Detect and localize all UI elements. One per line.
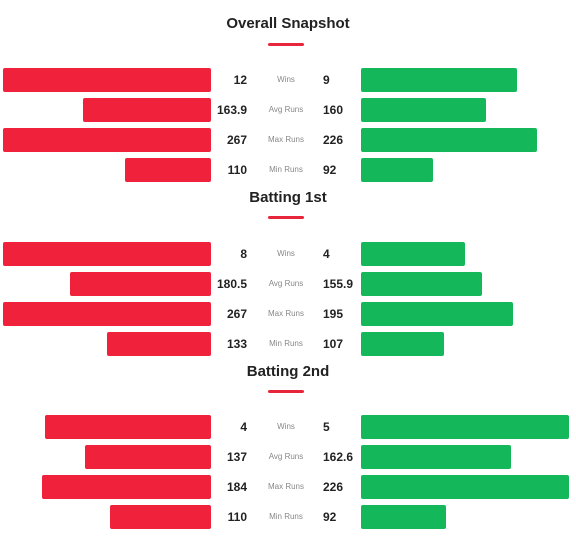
team-a-bar <box>70 272 211 296</box>
team-b-value: 4 <box>323 247 330 261</box>
team-a-bar <box>85 445 211 469</box>
team-b-bar <box>361 332 444 356</box>
team-b-bar <box>361 98 486 122</box>
team-a-value: 110 <box>227 510 247 524</box>
team-a-bar <box>45 415 211 439</box>
team-a-value: 137 <box>226 450 247 464</box>
metric-label: Wins <box>277 75 295 84</box>
stat-row-avg-runs: 180.5 Avg Runs 155.9 <box>0 272 576 296</box>
team-a-value: 133 <box>226 337 247 351</box>
team-a-bar <box>110 505 211 529</box>
team-b-bar <box>361 302 513 326</box>
metric-label: Avg Runs <box>268 452 304 461</box>
title-underline <box>268 216 304 219</box>
team-b-bar <box>361 445 511 469</box>
stat-row-wins: 12 Wins 9 <box>0 68 576 92</box>
team-b-bar <box>361 475 569 499</box>
team-b-value: 195 <box>323 307 344 321</box>
team-b-value: 9 <box>323 73 330 87</box>
team-b-value: 226 <box>323 133 344 147</box>
team-b-bar <box>361 158 433 182</box>
team-a-value: 4 <box>240 420 247 434</box>
metric-label: Wins <box>277 422 295 431</box>
metric-label: Min Runs <box>269 165 303 174</box>
metric-label: Min Runs <box>269 339 303 348</box>
team-a-bar <box>107 332 211 356</box>
team-a-value: 12 <box>233 73 247 87</box>
stat-row-min-runs: 110 Min Runs 92 <box>0 505 576 529</box>
metric-label: Wins <box>277 249 295 258</box>
team-b-value: 92 <box>323 510 337 524</box>
team-b-value: 226 <box>323 480 344 494</box>
metric-label: Avg Runs <box>268 105 304 114</box>
team-a-value: 110 <box>227 163 247 177</box>
team-a-value: 184 <box>226 480 247 494</box>
team-b-value: 5 <box>323 420 330 434</box>
team-a-value: 267 <box>226 133 247 147</box>
metric-label: Max Runs <box>267 135 304 144</box>
team-a-bar <box>3 128 211 152</box>
team-b-bar <box>361 272 482 296</box>
team-b-bar <box>361 505 446 529</box>
stat-row-wins: 8 Wins 4 <box>0 242 576 266</box>
stat-row-avg-runs: 137 Avg Runs 162.6 <box>0 445 576 469</box>
team-a-bar <box>83 98 211 122</box>
metric-label: Max Runs <box>267 309 304 318</box>
team-b-value: 155.9 <box>323 277 354 291</box>
team-a-bar <box>125 158 211 182</box>
metric-label: Max Runs <box>267 482 304 491</box>
stat-row-max-runs: 267 Max Runs 226 <box>0 128 576 152</box>
team-a-value: 180.5 <box>216 277 247 291</box>
stat-row-wins: 4 Wins 5 <box>0 415 576 439</box>
metric-label: Avg Runs <box>268 279 304 288</box>
team-b-value: 162.6 <box>323 450 354 464</box>
team-a-bar <box>3 242 211 266</box>
team-a-value: 267 <box>226 307 247 321</box>
title-underline <box>268 43 304 46</box>
team-b-value: 92 <box>323 163 337 177</box>
metric-label: Min Runs <box>269 512 303 521</box>
team-a-bar <box>3 68 211 92</box>
stat-row-min-runs: 133 Min Runs 107 <box>0 332 576 356</box>
team-a-bar <box>42 475 211 499</box>
section-title: Batting 1st <box>249 189 327 206</box>
section-title: Overall Snapshot <box>226 15 350 32</box>
title-underline <box>268 390 304 393</box>
team-b-bar <box>361 68 517 92</box>
team-a-value: 8 <box>240 247 247 261</box>
team-b-value: 107 <box>323 337 344 351</box>
team-a-value: 163.9 <box>216 103 247 117</box>
team-a-bar <box>3 302 211 326</box>
stat-row-max-runs: 267 Max Runs 195 <box>0 302 576 326</box>
stat-row-avg-runs: 163.9 Avg Runs 160 <box>0 98 576 122</box>
stat-row-max-runs: 184 Max Runs 226 <box>0 475 576 499</box>
team-b-bar <box>361 128 537 152</box>
stat-row-min-runs: 110 Min Runs 92 <box>0 158 576 182</box>
section-title: Batting 2nd <box>246 363 330 380</box>
team-b-bar <box>361 415 569 439</box>
team-b-value: 160 <box>323 103 344 117</box>
team-b-bar <box>361 242 465 266</box>
